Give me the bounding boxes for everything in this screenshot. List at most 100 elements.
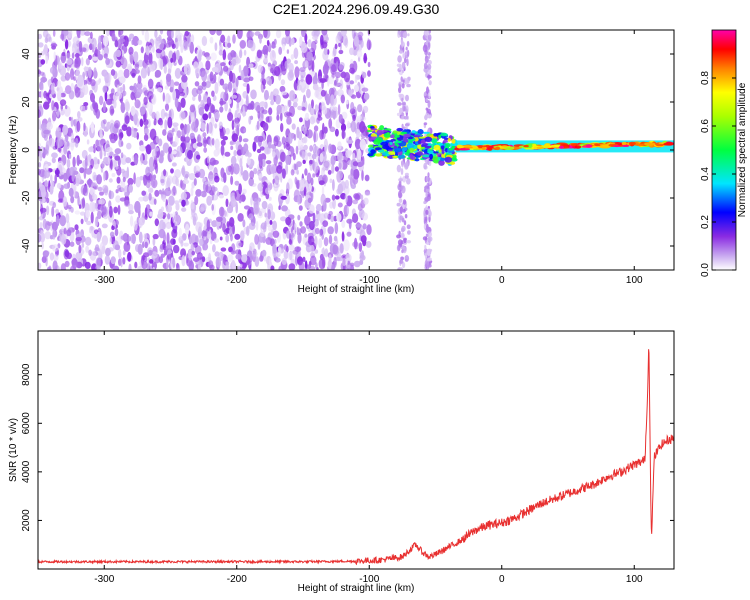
noise-speckle — [162, 194, 167, 202]
noise-speckle — [345, 149, 352, 158]
noise-speckle — [65, 213, 70, 224]
noise-speckle — [267, 62, 272, 67]
noise-speckle — [297, 79, 301, 85]
noise-band-speckle — [427, 100, 431, 109]
noise-speckle — [316, 30, 321, 36]
x-tick-label: -200 — [227, 275, 247, 286]
noise-speckle — [338, 49, 344, 55]
noise-speckle — [75, 251, 83, 260]
noise-speckle — [284, 111, 291, 118]
noise-speckle — [328, 254, 332, 263]
noise-speckle — [330, 65, 337, 75]
noise-speckle — [163, 248, 167, 256]
figure-title: C2E1.2024.296.09.49.G30 — [273, 1, 440, 17]
noise-speckle — [84, 31, 91, 37]
noise-speckle — [209, 71, 214, 82]
noise-speckle — [304, 260, 308, 270]
emerging-signal-speckle — [448, 148, 454, 151]
noise-speckle — [218, 121, 223, 129]
noise-speckle — [360, 113, 364, 123]
noise-speckle — [318, 180, 325, 186]
noise-speckle — [321, 186, 325, 197]
noise-speckle — [163, 55, 169, 65]
noise-speckle — [91, 182, 98, 187]
noise-speckle — [367, 70, 371, 77]
noise-speckle — [147, 78, 154, 90]
noise-speckle — [103, 53, 108, 59]
noise-speckle — [307, 197, 312, 204]
noise-speckle — [77, 111, 81, 119]
noise-band-speckle — [404, 51, 408, 55]
noise-speckle — [190, 202, 195, 210]
noise-speckle — [90, 121, 95, 134]
emerging-signal-speckle — [433, 159, 440, 164]
noise-speckle — [208, 111, 212, 119]
noise-speckle — [181, 207, 187, 212]
noise-speckle — [76, 154, 80, 167]
noise-speckle — [287, 151, 292, 155]
noise-speckle — [81, 242, 85, 248]
noise-band-speckle — [427, 75, 432, 79]
noise-speckle — [282, 38, 286, 43]
noise-band-speckle — [423, 62, 428, 70]
noise-speckle — [85, 210, 90, 218]
noise-band-speckle — [404, 162, 409, 170]
spectrogram-y-label: Frequency (Hz) — [8, 116, 19, 185]
noise-speckle — [338, 171, 344, 180]
noise-speckle — [84, 261, 91, 269]
emerging-signal-speckle — [420, 147, 426, 150]
noise-speckle — [92, 56, 99, 61]
y-tick-label: -20 — [21, 190, 32, 205]
noise-speckle — [306, 129, 313, 139]
noise-speckle — [361, 169, 364, 181]
noise-band-speckle — [398, 93, 402, 98]
noise-speckle — [38, 262, 42, 269]
noise-speckle — [178, 235, 184, 244]
noise-speckle — [357, 115, 362, 121]
noise-speckle — [181, 75, 188, 83]
spectrogram-heatmap — [38, 30, 674, 270]
noise-speckle — [337, 89, 344, 97]
noise-speckle — [323, 212, 329, 219]
noise-speckle — [320, 34, 324, 46]
noise-speckle — [56, 90, 62, 102]
noise-speckle — [141, 260, 148, 270]
noise-speckle — [56, 80, 62, 89]
signal-line-speckle — [622, 144, 630, 147]
noise-speckle — [183, 39, 188, 52]
noise-speckle — [296, 169, 299, 175]
noise-speckle — [297, 214, 301, 221]
noise-speckle — [133, 172, 136, 185]
noise-speckle — [248, 222, 256, 231]
noise-speckle — [56, 137, 62, 149]
noise-speckle — [246, 83, 250, 94]
noise-speckle — [119, 38, 126, 43]
noise-speckle — [243, 49, 247, 56]
noise-speckle — [333, 256, 337, 268]
emerging-signal-speckle — [440, 145, 445, 149]
noise-speckle — [154, 189, 160, 197]
noise-speckle — [250, 89, 257, 100]
noise-speckle — [113, 120, 121, 129]
emerging-signal-speckle — [388, 151, 396, 156]
noise-band-speckle — [400, 168, 404, 175]
noise-speckle — [261, 109, 268, 115]
noise-speckle — [320, 193, 326, 206]
noise-speckle — [241, 254, 248, 263]
noise-speckle — [158, 228, 166, 239]
noise-speckle — [292, 101, 298, 108]
noise-band-speckle — [406, 178, 411, 185]
noise-speckle — [103, 171, 106, 182]
noise-speckle — [74, 86, 81, 98]
noise-speckle — [102, 101, 106, 113]
noise-speckle — [123, 199, 131, 207]
noise-speckle — [284, 60, 289, 70]
emerging-signal-speckle — [421, 143, 429, 146]
noise-band-speckle — [405, 46, 408, 51]
noise-speckle — [294, 60, 298, 65]
noise-speckle — [230, 155, 237, 166]
noise-speckle — [219, 106, 224, 113]
noise-speckle — [154, 147, 160, 152]
y-tick-label: -40 — [21, 238, 32, 253]
